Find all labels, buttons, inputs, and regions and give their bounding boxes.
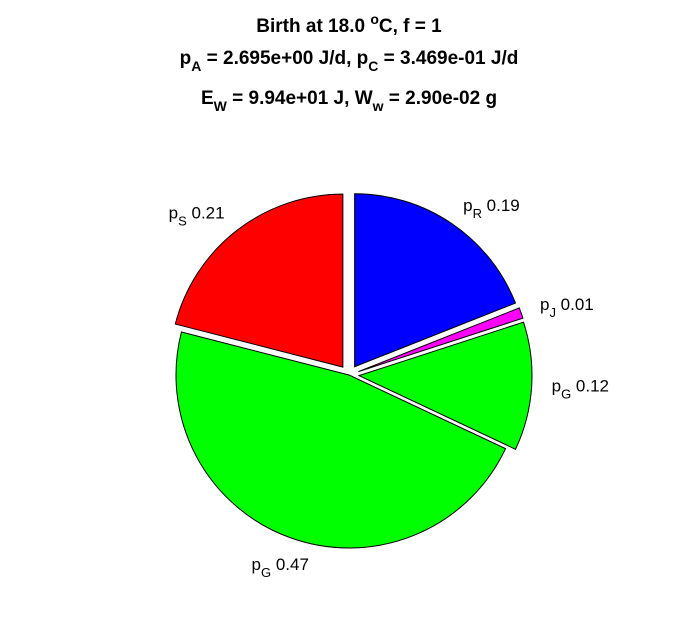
- chart-title: Birth at 18.0 oC, f = 1 pA = 2.695e+00 J…: [180, 11, 519, 114]
- pie-slice-pG_repro: [357, 321, 533, 450]
- pie-slice-pG_growth: [175, 331, 507, 549]
- slice-label-pR: pR 0.19: [463, 196, 520, 221]
- slice-label-pG_growth: pG 0.47: [252, 555, 309, 580]
- pie-labels: pR 0.19 pJ 0.01 pG 0.12 pG 0.47 pS 0.21: [169, 196, 609, 580]
- slice-label-pJ: pJ 0.01: [540, 295, 594, 320]
- pie-slice-pS: [174, 193, 344, 368]
- title-line-1: Birth at 18.0 oC, f = 1: [256, 11, 442, 37]
- pie-slices: [174, 193, 533, 549]
- pie-slice-pJ: [358, 307, 524, 373]
- slice-label-pG_repro: pG 0.12: [552, 377, 609, 402]
- title-line-2: pA = 2.695e+00 J/d, pC = 3.469e-01 J/d: [180, 48, 519, 74]
- slice-label-pS: pS 0.21: [169, 204, 225, 229]
- pie-slice-pR: [354, 193, 517, 368]
- title-line-3: EW = 9.94e+01 J, Ww = 2.90e-02 g: [201, 88, 497, 114]
